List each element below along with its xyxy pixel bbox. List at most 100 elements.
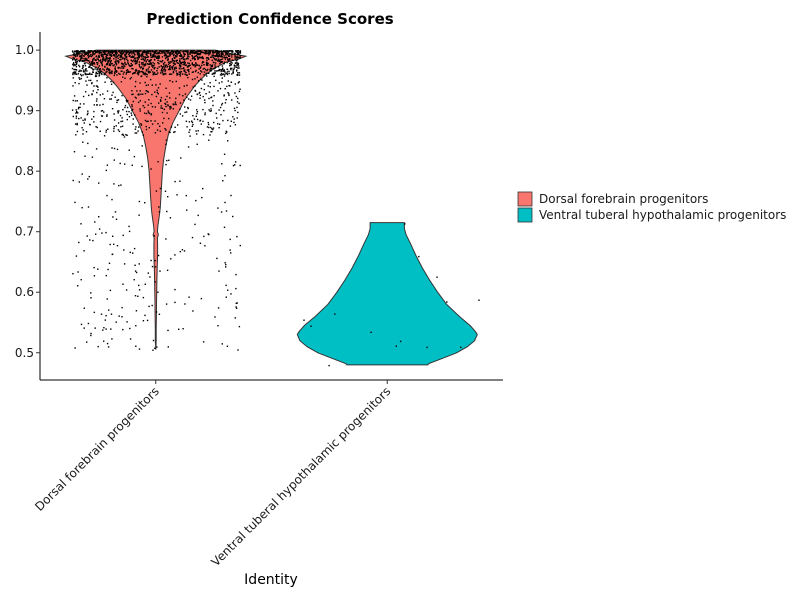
point <box>103 111 105 113</box>
point <box>95 56 97 58</box>
point <box>138 348 141 350</box>
point <box>236 59 239 61</box>
point <box>228 55 231 57</box>
point <box>191 78 194 81</box>
point <box>202 341 205 343</box>
point <box>113 58 115 60</box>
point <box>80 75 83 77</box>
point <box>157 62 159 64</box>
point <box>121 125 124 127</box>
point <box>113 71 116 74</box>
point <box>118 184 120 187</box>
point <box>83 122 85 124</box>
plot-area <box>64 49 480 367</box>
point <box>217 52 220 54</box>
point <box>175 59 177 62</box>
point <box>166 112 168 114</box>
point <box>174 126 176 128</box>
point <box>183 62 185 64</box>
point <box>103 340 105 342</box>
point <box>156 57 158 59</box>
point <box>227 80 229 82</box>
point <box>399 340 402 343</box>
point <box>211 73 213 75</box>
point <box>151 93 153 96</box>
point <box>97 66 99 69</box>
point <box>107 128 109 130</box>
point <box>163 51 165 53</box>
point <box>116 245 119 247</box>
point <box>90 79 92 82</box>
point <box>205 57 208 59</box>
point <box>102 68 104 70</box>
point <box>146 54 148 57</box>
point <box>138 70 140 73</box>
point <box>167 68 170 71</box>
point <box>153 54 155 57</box>
point <box>113 64 116 66</box>
point <box>110 72 113 74</box>
point <box>76 50 78 52</box>
point <box>170 51 172 53</box>
point <box>114 68 116 70</box>
point <box>230 252 232 254</box>
point <box>234 56 236 58</box>
point <box>205 73 207 75</box>
point <box>188 55 190 58</box>
point <box>218 82 220 84</box>
point <box>148 60 151 62</box>
point <box>75 112 77 114</box>
point <box>213 75 215 78</box>
point <box>113 127 115 130</box>
point <box>147 51 149 54</box>
point <box>196 53 199 56</box>
point <box>105 64 108 66</box>
point <box>74 54 76 57</box>
point <box>136 53 139 56</box>
point <box>167 196 169 198</box>
point <box>116 148 119 151</box>
point <box>83 307 85 309</box>
point <box>116 60 119 62</box>
point <box>72 179 74 182</box>
point <box>226 73 229 76</box>
point <box>80 77 82 80</box>
point <box>100 62 103 65</box>
point <box>206 72 208 74</box>
point <box>166 50 169 52</box>
point <box>145 112 148 115</box>
point <box>98 55 100 58</box>
point <box>238 72 241 74</box>
point <box>151 106 154 108</box>
point <box>89 72 91 74</box>
point <box>142 62 144 64</box>
point <box>114 68 116 71</box>
point <box>76 61 78 63</box>
point <box>232 51 234 53</box>
point <box>154 73 157 75</box>
point <box>136 50 138 52</box>
point <box>98 74 101 76</box>
point <box>135 345 137 347</box>
point <box>184 64 186 66</box>
point <box>147 63 150 66</box>
point <box>197 130 199 132</box>
point <box>154 91 156 93</box>
point <box>146 73 148 76</box>
point <box>96 126 98 129</box>
point <box>86 84 88 86</box>
point <box>158 313 161 315</box>
point <box>211 59 213 62</box>
point <box>76 111 78 113</box>
point <box>125 99 128 102</box>
point <box>99 130 101 132</box>
point <box>98 72 101 75</box>
point <box>124 63 126 65</box>
point <box>95 72 97 74</box>
point <box>237 349 239 351</box>
point <box>212 52 214 54</box>
point <box>182 56 184 59</box>
point <box>187 54 189 56</box>
point <box>138 61 141 63</box>
point <box>150 120 152 122</box>
